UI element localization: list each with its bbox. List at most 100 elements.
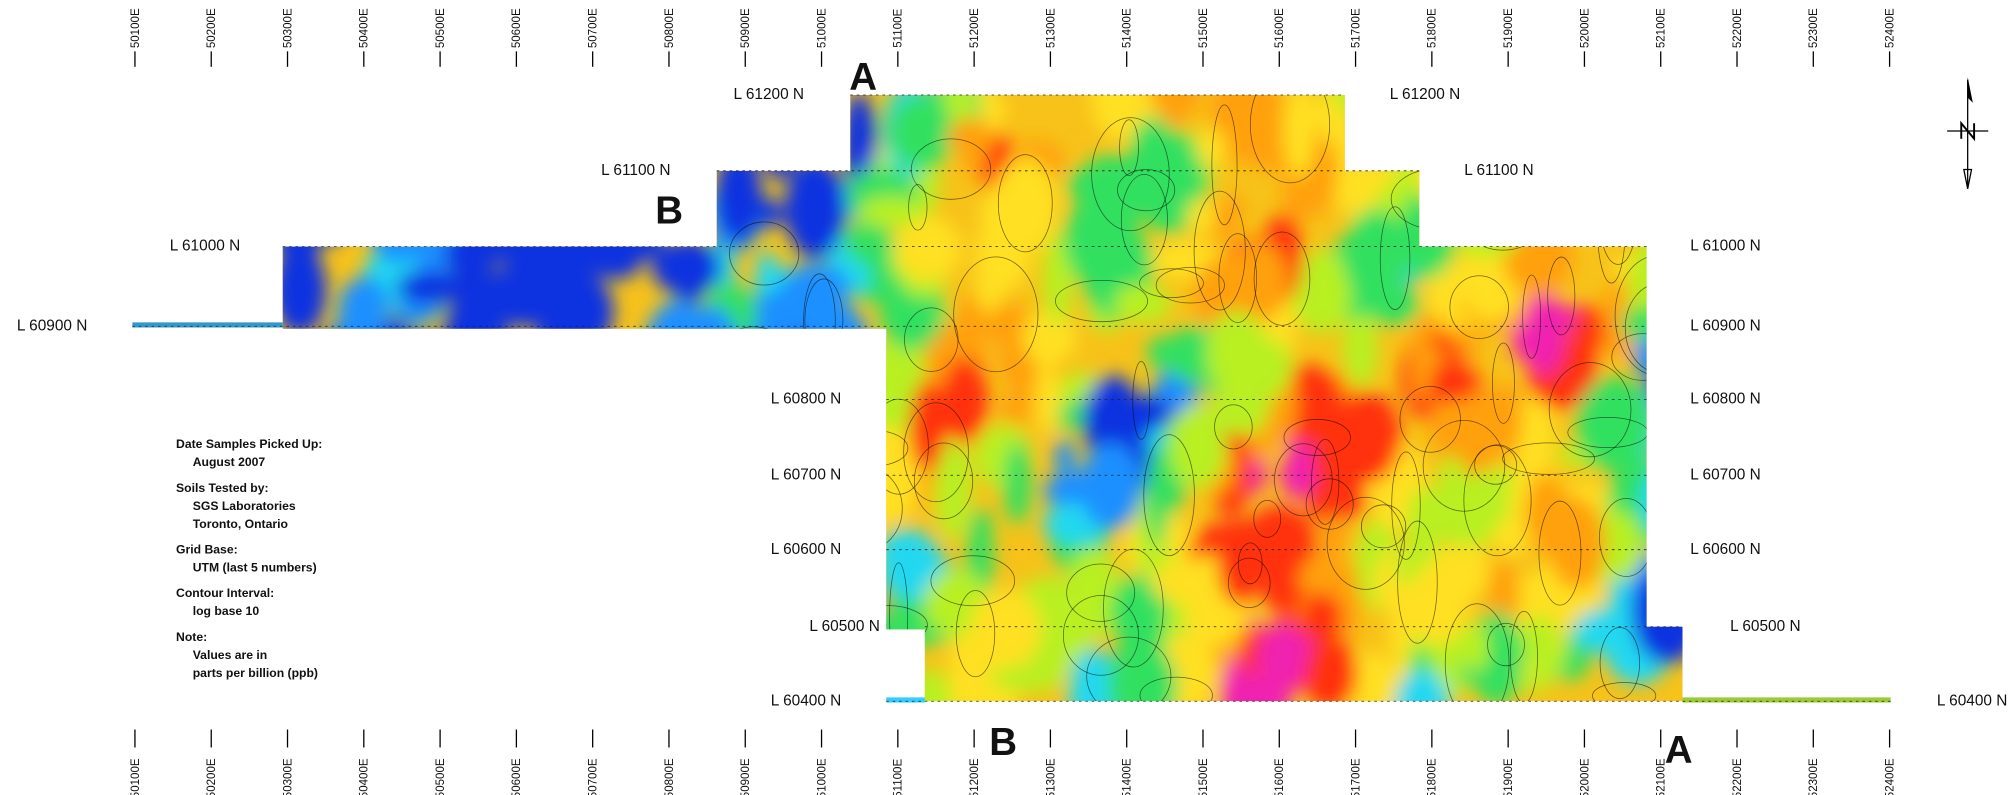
color-blob bbox=[1003, 442, 1032, 525]
contour bbox=[707, 592, 744, 702]
color-blob bbox=[1054, 439, 1076, 476]
color-blob bbox=[1079, 442, 1142, 531]
contour bbox=[1547, 256, 1576, 336]
easting-label: 52100E bbox=[1656, 758, 1668, 795]
contour bbox=[910, 138, 992, 200]
color-blob bbox=[428, 343, 449, 440]
north-arrow bbox=[1947, 77, 1989, 189]
color-blob bbox=[1541, 110, 1606, 181]
color-blob bbox=[557, 663, 585, 702]
color-blob bbox=[716, 396, 772, 440]
color-blob bbox=[1454, 170, 1517, 236]
color-blob bbox=[531, 555, 606, 649]
color-blob bbox=[1063, 192, 1141, 290]
easting-label: 50500E bbox=[435, 8, 447, 48]
color-blob bbox=[1572, 304, 1605, 358]
color-blob bbox=[1612, 95, 1641, 154]
note-heading: Contour Interval: bbox=[176, 586, 274, 600]
contour bbox=[1062, 595, 1139, 676]
color-blob bbox=[1147, 335, 1179, 370]
note-text: parts per billion (ppb) bbox=[193, 666, 318, 680]
easting-label: 52400E bbox=[1884, 758, 1896, 795]
color-blob bbox=[879, 432, 901, 507]
contour bbox=[1132, 360, 1151, 440]
color-blob bbox=[1217, 517, 1263, 606]
color-blob bbox=[336, 283, 361, 379]
color-blob bbox=[859, 196, 924, 228]
color-blob bbox=[1044, 609, 1080, 646]
easting-label: 51500E bbox=[1198, 8, 1210, 48]
section-label: A bbox=[1665, 729, 1693, 772]
contour bbox=[1055, 280, 1149, 323]
color-blob bbox=[335, 95, 362, 149]
color-blob bbox=[1166, 327, 1218, 383]
color-blob bbox=[463, 128, 519, 217]
note-text: SGS Laboratories bbox=[193, 499, 296, 513]
color-blob bbox=[969, 588, 1042, 669]
note-text: log base 10 bbox=[193, 604, 260, 618]
color-blob bbox=[1151, 560, 1217, 604]
contour bbox=[1361, 504, 1407, 549]
color-blob bbox=[954, 295, 984, 360]
color-blob bbox=[715, 448, 770, 537]
color-blob bbox=[362, 112, 424, 191]
color-blob bbox=[1618, 96, 1644, 142]
color-blob bbox=[333, 449, 404, 486]
color-blob bbox=[350, 95, 406, 107]
color-blob bbox=[442, 290, 504, 393]
color-blob bbox=[1283, 95, 1316, 179]
color-blob bbox=[848, 268, 870, 295]
color-blob bbox=[709, 457, 772, 490]
contour bbox=[1311, 439, 1340, 525]
color-blob bbox=[317, 324, 371, 400]
color-blob bbox=[282, 189, 295, 250]
line-label: L 61100 N bbox=[1464, 162, 1533, 179]
contour bbox=[1528, 155, 1602, 210]
color-blob bbox=[837, 327, 859, 422]
color-blob bbox=[481, 334, 525, 373]
contour bbox=[1592, 682, 1657, 702]
color-blob bbox=[1446, 543, 1490, 600]
contour bbox=[1461, 185, 1545, 251]
color-blob bbox=[496, 95, 539, 150]
color-blob bbox=[887, 95, 954, 170]
easting-label: 51900E bbox=[1503, 8, 1515, 48]
note-text: August 2007 bbox=[193, 455, 266, 469]
color-blob bbox=[1477, 95, 1542, 137]
contour bbox=[1139, 268, 1204, 298]
easting-label: 50800E bbox=[664, 758, 676, 795]
line-label: L 61200 N bbox=[1390, 86, 1461, 103]
easting-label: 50700E bbox=[588, 758, 600, 795]
color-blob bbox=[1129, 116, 1177, 202]
contour bbox=[1444, 603, 1510, 702]
contour bbox=[1086, 636, 1172, 702]
color-blob bbox=[639, 514, 678, 591]
color-blob bbox=[1652, 163, 1683, 258]
color-blob bbox=[599, 380, 663, 465]
note-text: Toronto, Ontario bbox=[193, 517, 288, 531]
contour bbox=[1305, 478, 1354, 530]
color-blob bbox=[1169, 403, 1227, 490]
color-blob bbox=[1149, 95, 1202, 118]
easting-label: 52300E bbox=[1808, 758, 1820, 795]
color-blob bbox=[428, 371, 478, 398]
contour bbox=[1218, 233, 1257, 323]
color-blob bbox=[1614, 114, 1645, 144]
color-blob bbox=[1493, 381, 1523, 454]
color-blob bbox=[997, 394, 1035, 424]
color-blob bbox=[1259, 648, 1297, 681]
contour bbox=[1502, 442, 1595, 475]
contour bbox=[1397, 520, 1438, 644]
color-blob bbox=[422, 338, 448, 365]
easting-label: 51000E bbox=[816, 8, 828, 48]
color-blob bbox=[542, 95, 573, 137]
color-blob bbox=[258, 381, 281, 443]
contour bbox=[1155, 266, 1225, 304]
color-blob bbox=[282, 651, 311, 702]
color-blob bbox=[282, 244, 327, 336]
color-blob bbox=[501, 238, 549, 329]
color-blob bbox=[469, 330, 520, 367]
easting-label: 51300E bbox=[1045, 758, 1057, 795]
color-blob bbox=[691, 472, 765, 553]
easting-label: 51300E bbox=[1045, 8, 1057, 48]
